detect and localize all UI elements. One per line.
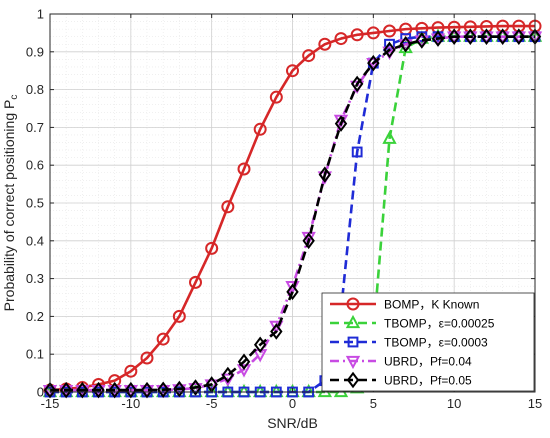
series-line-1 bbox=[49, 24, 535, 392]
legend-entry: UBRD，Pf=0.04 bbox=[384, 355, 472, 369]
x-tick-label: -15 bbox=[41, 396, 60, 411]
data-point bbox=[140, 351, 154, 365]
x-tick-label: 5 bbox=[370, 396, 377, 411]
x-tick-label: -5 bbox=[206, 396, 218, 411]
data-point bbox=[92, 381, 105, 399]
y-tick-label: 0.7 bbox=[26, 120, 44, 135]
data-point bbox=[220, 373, 236, 387]
data-point bbox=[189, 275, 202, 289]
legend-entry: UBRD，Pf=0.05 bbox=[384, 374, 472, 388]
y-axis-label: Probability of correct positioning Pc bbox=[1, 95, 20, 312]
y-tick-label: 0.8 bbox=[26, 82, 44, 97]
data-point bbox=[156, 381, 170, 398]
series-line-5 bbox=[50, 35, 535, 392]
data-point bbox=[464, 28, 477, 45]
y-axis-label-subscript: c bbox=[9, 95, 20, 100]
data-point bbox=[236, 364, 252, 378]
y-tick-label: 0.4 bbox=[26, 233, 44, 248]
data-point bbox=[302, 49, 316, 63]
data-point bbox=[366, 26, 380, 40]
data-point bbox=[286, 64, 299, 78]
data-point bbox=[383, 41, 396, 59]
x-tick-label: 0 bbox=[289, 396, 296, 411]
data-point bbox=[76, 381, 89, 399]
y-tick-label: 0.1 bbox=[26, 347, 44, 362]
data-point bbox=[140, 381, 154, 399]
data-point bbox=[124, 364, 138, 378]
series-5 bbox=[43, 28, 542, 399]
axis-ticks: -15 -10 -5 0 5 10 15 0 0.1 0.2 0.3 0.4 0.5 0.6 0.7 0.8 0… bbox=[26, 7, 542, 412]
legend-entry: BOMP，K Known bbox=[384, 298, 479, 312]
data-point bbox=[447, 28, 461, 45]
data-point bbox=[302, 232, 315, 250]
legend: BOMP，K Known TBOMP，ε=0.00025 TBOMP，ε=0.000… bbox=[321, 292, 535, 392]
data-point bbox=[221, 200, 235, 214]
data-point bbox=[383, 24, 396, 38]
x-axis-label: SNR/dB bbox=[267, 415, 318, 431]
x-tick-label: -10 bbox=[121, 396, 140, 411]
data-point bbox=[366, 58, 381, 72]
legend-marker bbox=[346, 297, 360, 311]
data-point bbox=[269, 90, 283, 104]
y-axis-label-main: Probability of correct positioning P bbox=[1, 100, 17, 312]
data-point bbox=[156, 332, 170, 346]
data-point bbox=[334, 32, 348, 46]
legend-marker bbox=[347, 336, 359, 348]
data-point bbox=[334, 115, 348, 132]
data-point bbox=[350, 75, 364, 93]
data-point bbox=[189, 379, 202, 396]
data-point bbox=[269, 320, 284, 335]
data-point bbox=[431, 30, 445, 47]
legend-entry: TBOMP，ε=0.0003 bbox=[384, 336, 488, 350]
data-point bbox=[415, 32, 429, 49]
data-point bbox=[351, 146, 363, 158]
data-point bbox=[205, 241, 219, 255]
data-point bbox=[318, 37, 332, 51]
data-point bbox=[496, 28, 509, 45]
y-tick-label: 0.5 bbox=[26, 196, 44, 211]
y-tick-label: 0.3 bbox=[26, 271, 44, 286]
data-point bbox=[253, 336, 267, 354]
data-point bbox=[382, 130, 397, 144]
data-point bbox=[286, 283, 299, 301]
data-point bbox=[43, 381, 57, 399]
data-point bbox=[253, 122, 267, 136]
y-tick-label: 0.9 bbox=[26, 44, 44, 59]
legend-marker bbox=[346, 371, 360, 389]
y-tick-label: 0.2 bbox=[26, 309, 44, 324]
data-point bbox=[318, 166, 332, 183]
data-point bbox=[237, 353, 251, 371]
data-point bbox=[59, 381, 73, 399]
data-point bbox=[237, 162, 251, 176]
data-point bbox=[172, 309, 186, 323]
y-tick-label: 0 bbox=[37, 385, 44, 400]
y-tick-label: 0.6 bbox=[26, 158, 44, 173]
data-point bbox=[480, 28, 493, 45]
data-point bbox=[221, 366, 235, 384]
x-tick-label: 15 bbox=[528, 396, 542, 411]
data-point bbox=[108, 381, 121, 399]
y-tick-label: 1 bbox=[37, 7, 44, 22]
legend-entry: TBOMP，ε=0.00025 bbox=[384, 317, 495, 331]
legend-marker bbox=[345, 314, 361, 329]
legend-marker bbox=[345, 355, 361, 370]
data-point bbox=[367, 54, 380, 72]
data-point bbox=[124, 381, 138, 399]
data-point bbox=[173, 380, 186, 398]
data-point bbox=[270, 323, 283, 340]
data-point bbox=[512, 28, 526, 45]
data-point bbox=[399, 35, 412, 53]
x-tick-label: 10 bbox=[447, 396, 461, 411]
data-point bbox=[350, 28, 364, 42]
